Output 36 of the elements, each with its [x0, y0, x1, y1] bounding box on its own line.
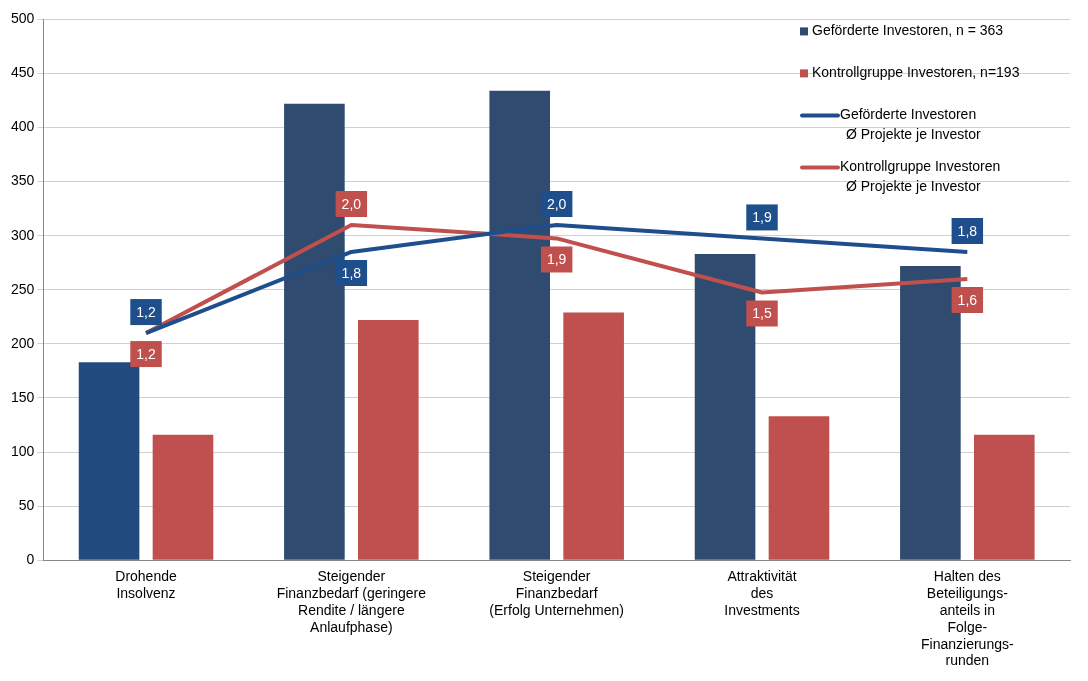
- data-label: 1,2: [136, 303, 156, 320]
- y-tick-label: 500: [11, 10, 35, 27]
- bar: [768, 416, 830, 560]
- y-tick-label: 0: [26, 551, 35, 568]
- legend-label: Kontrollgruppe Investoren Ø Projekte je Investor: [840, 158, 1001, 195]
- data-label: 1,9: [752, 209, 772, 226]
- data-label: 1,9: [546, 251, 567, 268]
- legend-label: Geförderte Investoren, n = 363: [812, 22, 1004, 39]
- data-label: 1,5: [752, 305, 772, 322]
- x-tick-label: Halten des Beteiligungs- anteils in Folge- Finanzierungs- runden: [921, 568, 1014, 669]
- y-tick-label: 400: [11, 118, 35, 135]
- bar: [152, 434, 214, 560]
- x-tick-label: Drohende Insolvenz: [115, 568, 177, 602]
- x-tick-label: Steigender Finanzbedarf (geringere Rendite / längere Anlaufphase): [276, 568, 427, 635]
- y-tick-label: 100: [11, 442, 35, 459]
- y-tick-label: 450: [11, 64, 35, 81]
- data-label: 1,8: [341, 264, 362, 281]
- y-tick-label: 50: [18, 496, 35, 513]
- data-label: 2,0: [546, 195, 567, 212]
- x-tick-label: Steigender Finanzbedarf (Erfolg Unternehmen): [489, 568, 624, 619]
- x-tick-label: Attraktivität des Investments: [724, 568, 800, 619]
- y-tick-label: 250: [11, 280, 35, 297]
- y-tick-label: 150: [11, 388, 35, 405]
- y-tick-label: 350: [11, 172, 35, 189]
- y-tick-label: 200: [11, 334, 35, 351]
- bar: [78, 362, 140, 560]
- data-label: 1,8: [957, 222, 978, 239]
- legend-label: Geförderte Investoren Ø Projekte je Investor: [840, 106, 981, 143]
- data-label: 1,6: [957, 291, 978, 308]
- bar: [358, 320, 419, 560]
- data-label: 2,0: [341, 195, 362, 212]
- data-label: 1,2: [136, 345, 156, 362]
- bar: [973, 434, 1035, 560]
- legend-label: Kontrollgruppe Investoren, n=193: [812, 64, 1020, 81]
- y-tick-label: 300: [11, 226, 35, 243]
- bar: [563, 312, 624, 560]
